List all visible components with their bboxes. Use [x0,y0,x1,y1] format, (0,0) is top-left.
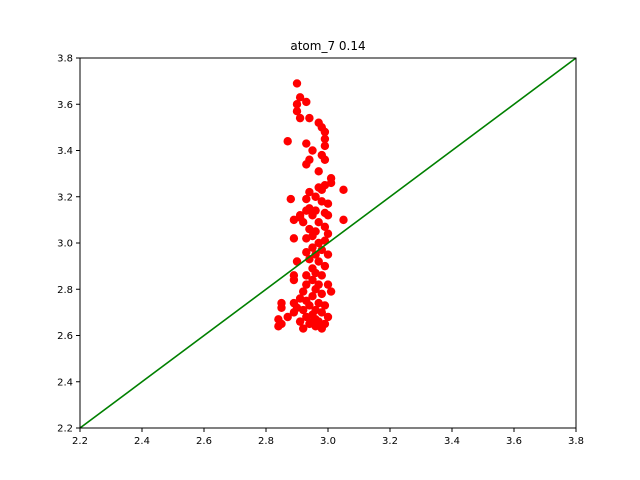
y-tick-label: 2.2 [57,424,73,435]
scatter-point [323,280,333,289]
y-tick-label: 3.8 [57,54,73,65]
scatter-point [302,160,311,169]
reference-line-layer [80,58,576,428]
scatter-point [323,250,333,259]
scatter-point [292,106,302,116]
scatter-point [305,187,314,197]
scatter-point [305,113,314,123]
reference-line [80,58,576,428]
scatter-point [289,234,299,243]
scatter-point [295,317,305,326]
scatter-point [311,192,320,201]
scatter-point [299,217,308,227]
scatter-point [292,79,302,88]
scatter-point [295,93,305,102]
x-tick-label: 3.6 [506,436,522,447]
scatter-point [308,317,317,326]
scatter-point [283,137,292,146]
scatter-point [320,141,330,151]
scatter-point [299,305,308,315]
scatter-point [302,206,311,215]
y-tick-label: 2.8 [57,285,73,296]
scatter-point [292,100,302,109]
y-tick-label: 2.4 [57,377,73,388]
y-tick-label: 2.6 [57,331,73,342]
scatter-point [320,155,330,164]
scatter-point [305,254,314,264]
scatter-point [311,285,320,294]
scatter-point [302,97,311,107]
scatter-point [314,238,323,248]
scatter-point [302,234,311,243]
scatter-point [289,275,299,285]
scatter-point [339,185,348,195]
y-tick-label: 3.2 [57,192,73,203]
scatter-point [317,271,326,280]
scatter-point [305,301,314,310]
scatter-point [320,127,330,137]
scatter-point [317,245,326,255]
x-tick-label: 2.2 [72,436,88,447]
scatter-point [320,301,330,310]
scatter-point [323,229,333,238]
scatter-point [299,324,308,333]
y-axis: 2.2 2.4 2.6 2.8 3.0 3.2 3.4 3.6 3.8 [57,54,80,435]
scatter-point [308,211,317,220]
scatter-point [308,146,317,155]
x-tick-label: 3.2 [382,436,398,447]
scatter-point [308,275,317,285]
x-tick-label: 2.6 [196,436,212,447]
scatter-point [317,289,326,299]
x-tick-label: 2.8 [258,436,274,447]
x-tick-label: 3.0 [320,436,336,447]
scatter-point [308,243,317,252]
scatter-point [320,222,330,232]
scatter-point [302,280,311,289]
scatter-point [339,215,348,225]
scatter-point [308,291,317,301]
scatter-point [323,199,333,208]
scatter-point [302,271,311,280]
scatter-point [326,287,336,296]
scatter-point [314,167,323,176]
scatter-point [320,261,330,271]
x-axis: 2.2 2.4 2.6 2.8 3.0 3.2 3.4 3.6 3.8 [72,428,584,447]
scatter-point [323,312,333,322]
scatter-point [317,308,326,317]
scatter-point [302,312,311,322]
scatter-points [274,79,348,333]
scatter-point [295,113,305,123]
x-tick-label: 3.8 [568,436,584,447]
scatter-point [283,312,292,322]
x-tick-label: 3.4 [444,436,460,447]
scatter-point [323,211,333,220]
scatter-point [302,139,311,148]
scatter-point [302,194,311,204]
y-tick-label: 3.0 [57,239,73,250]
scatter-point [277,303,286,312]
x-tick-label: 2.4 [134,436,150,447]
y-tick-label: 3.4 [57,146,73,157]
scatter-point [317,185,326,195]
scatter-point [314,257,323,266]
scatter-point [320,134,330,144]
scatter-point [317,324,326,333]
scatter-point [274,322,283,331]
scatter-point [302,248,311,257]
scatter-point [314,217,323,227]
scatter-point [289,308,299,317]
chart-title: atom_7 0.14 [290,39,365,53]
y-tick-label: 3.6 [57,100,73,111]
scatter-point [299,287,308,296]
scatter-point [286,194,295,204]
scatter-point [311,250,320,259]
